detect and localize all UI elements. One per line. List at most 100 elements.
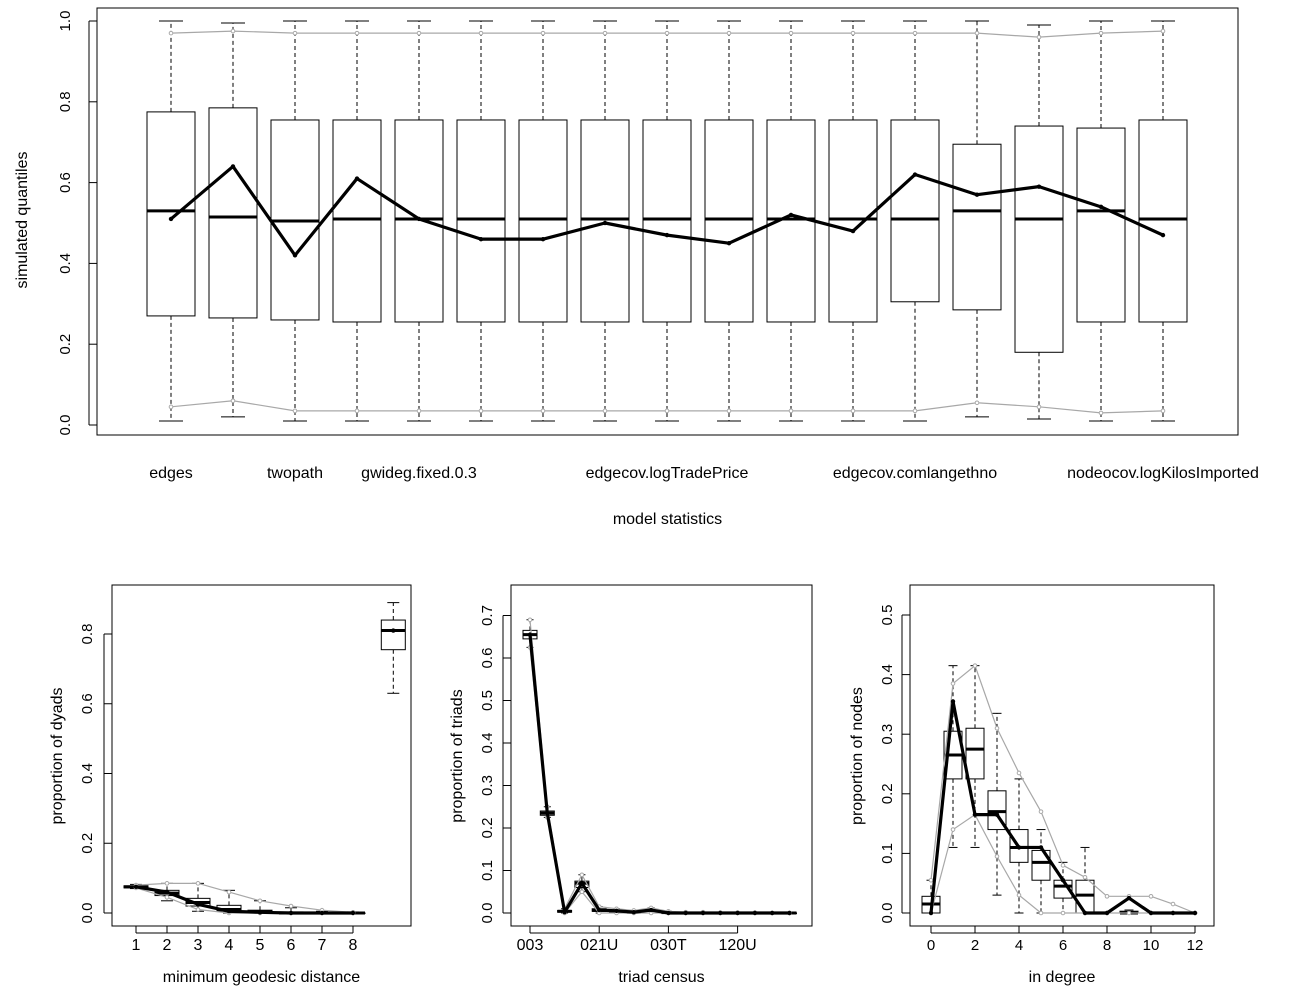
chart0-observed-point: [1036, 184, 1042, 189]
chart0-observed-point: [726, 241, 732, 246]
chart2-ytick-label: 0.5: [479, 690, 496, 711]
chart2-ytick-label: 0.0: [479, 903, 496, 924]
chart1-ylabel: proportion of dyads: [49, 688, 66, 825]
chart0-box: [456, 119, 506, 323]
chart0-gray-lower-point: [974, 400, 980, 406]
chart2-ytick-label: 0.4: [479, 733, 496, 754]
chart1-observed-point: [164, 889, 170, 895]
chart3-observed-point: [1192, 910, 1198, 916]
chart3-gray-upper-point: [972, 663, 978, 668]
chart2-ytick-label: 0.1: [479, 860, 496, 881]
chart1-ytick-label: 0.6: [79, 693, 96, 714]
chart3-observed-point: [928, 910, 934, 916]
chart1-xtick-label: 1: [132, 937, 141, 954]
chart3-observed-point: [1016, 845, 1022, 850]
chart2-ytick-label: 0.3: [479, 775, 496, 796]
chart2-observed-line: [528, 634, 790, 915]
chart2-observed-point: [579, 881, 585, 886]
chart0-ytick-label: 1.0: [57, 11, 74, 32]
chart3-gray-lower-point: [950, 827, 956, 832]
chart0-gray-upper-point: [1036, 34, 1042, 40]
chart0-box: [1138, 119, 1188, 323]
chart1-xtick-label: 3: [194, 937, 203, 954]
chart1-observed-point: [391, 628, 396, 633]
chart2-observed-point: [597, 907, 602, 913]
chart1-box: [380, 619, 406, 651]
chart3-gray-upper-point: [928, 877, 934, 883]
chart2-gray-upper-line: [529, 619, 790, 914]
chart0-gray-upper-point: [974, 30, 980, 36]
chart3-box: [965, 727, 985, 780]
chart0-observed-point: [292, 253, 298, 258]
chart0-box: [704, 119, 754, 323]
chart1-xtick-label: 5: [256, 937, 265, 954]
chart2-xtick-label: 030T: [650, 937, 687, 954]
chart1-observed-point: [350, 910, 356, 916]
chart3-ytick-label: 0.1: [879, 843, 896, 864]
chart3-xtick-label: 12: [1187, 937, 1204, 954]
chart2-observed-point: [562, 909, 567, 915]
chart2-observed-point: [527, 632, 533, 637]
chart0-box: [952, 143, 1002, 311]
chart3-gray-upper-point: [1016, 770, 1022, 776]
chart2-plot-frame: [510, 584, 813, 927]
chart1-ytick-label: 0.0: [79, 903, 96, 924]
chart0-gray-lower-point: [478, 408, 484, 414]
chart0-gray-lower-point: [540, 408, 546, 414]
chart0-xtick-label: edgecov.logTradePrice: [586, 465, 749, 482]
chart1-gray-upper-point: [288, 903, 294, 909]
chart3-box: [1031, 849, 1051, 881]
chart2-ylabel: proportion of triads: [449, 689, 466, 822]
chart1-ytick-label: 0.2: [79, 833, 96, 854]
chart0-gray-lower-point: [912, 408, 918, 414]
chart2-ytick-label: 0.7: [479, 605, 496, 626]
chart0-gray-lower-point: [1098, 410, 1104, 416]
chart0-gray-lower-point: [726, 408, 732, 414]
chart3-observed-point: [994, 812, 1000, 817]
chart0-gray-lower-point: [416, 408, 422, 414]
chart3-observed-point: [1060, 878, 1066, 883]
chart0-xtick-label: edges: [149, 465, 193, 482]
chart0-gray-lower-point: [664, 408, 670, 414]
chart0-observed-point: [416, 216, 422, 222]
chart3-observed-point: [1104, 910, 1110, 916]
chart2-observed-point: [614, 908, 619, 914]
chart0-observed-point: [1160, 232, 1166, 238]
chart0-gray-upper-point: [478, 30, 484, 36]
chart1-observed-line: [135, 885, 353, 915]
chart0-ytick-label: 0.2: [57, 334, 74, 355]
chart2-observed-point: [683, 910, 688, 916]
chart0-observed-point: [230, 164, 236, 169]
chart2-xtick-label: 003: [517, 937, 544, 954]
chart0-ylabel: simulated quantiles: [14, 152, 31, 289]
chart1-gray-lower-point: [195, 907, 201, 912]
chart0-observed-point: [912, 172, 918, 177]
chart0-observed-point: [1098, 204, 1104, 210]
chart1-xtick-label: 8: [349, 937, 358, 954]
chart0-box: [642, 119, 692, 323]
chart2-gray-upper-point: [579, 872, 585, 878]
chart0-ytick-label: 0.8: [57, 91, 74, 112]
chart3-gray-lower-point: [1038, 910, 1044, 916]
chart1-gray-upper-point: [226, 889, 232, 895]
chart3-xtick-label: 4: [1015, 937, 1023, 954]
chart2-observed-point: [666, 910, 671, 916]
chart3-xtick-label: 0: [927, 937, 935, 954]
chart1-plot-frame: [111, 584, 412, 927]
chart1-xtick-label: 7: [318, 937, 327, 954]
chart0-xtick-label: edgecov.comlangethno: [833, 465, 997, 482]
chart3-gray-upper-point: [1082, 874, 1088, 880]
chart0-observed-point: [788, 212, 794, 218]
chart3-ytick-label: 0.2: [879, 783, 896, 804]
chart0-box: [1014, 125, 1064, 353]
chart3-ytick-label: 0.0: [879, 903, 896, 924]
chart3-gray-lower-point: [1016, 892, 1022, 898]
chart0-gray-lower-point: [168, 404, 174, 410]
chart0-observed-point: [168, 216, 174, 222]
chart2-observed-point: [787, 910, 792, 916]
chart3-gray-upper-point: [1104, 894, 1110, 899]
chart3-gray-upper-point: [1170, 901, 1176, 907]
chart2-gray-lower-line: [529, 647, 790, 915]
chart1-ytick-label: 0.8: [79, 624, 96, 645]
chart0-box: [208, 107, 258, 319]
